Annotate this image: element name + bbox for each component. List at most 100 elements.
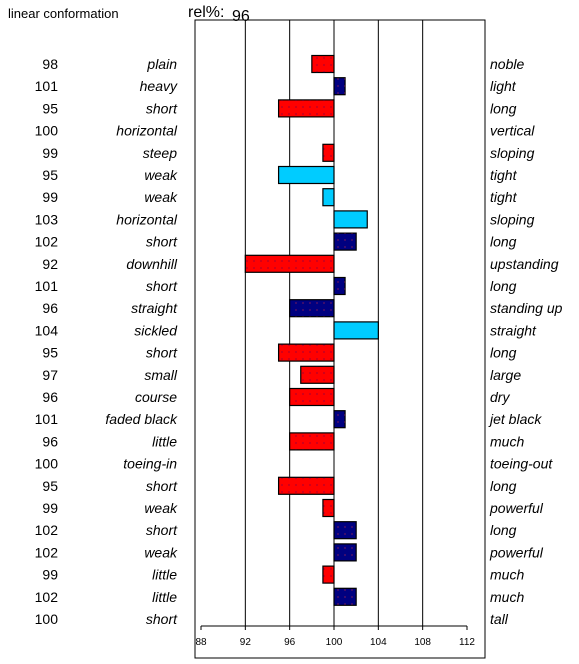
trait-bar-texture <box>322 144 334 162</box>
plot-frame <box>194 19 486 659</box>
trait-bar-texture <box>322 499 334 517</box>
trait-value: 102 <box>35 589 59 605</box>
x-tick-label: 112 <box>459 637 475 648</box>
trait-value: 101 <box>35 78 59 94</box>
trait-value: 100 <box>35 123 59 139</box>
trait-left-label: short <box>146 234 178 250</box>
trait-value: 101 <box>35 411 59 427</box>
trait-value: 104 <box>35 322 59 338</box>
trait-value: 103 <box>35 211 59 227</box>
trait-value: 95 <box>42 478 58 494</box>
trait-left-label: faded black <box>105 411 178 427</box>
trait-bar-texture <box>334 521 357 539</box>
trait-value: 99 <box>42 189 58 205</box>
trait-value: 100 <box>35 456 59 472</box>
x-tick-label: 108 <box>414 637 431 648</box>
trait-left-label: short <box>146 478 178 494</box>
trait-left-label: sickled <box>134 322 178 338</box>
trait-right-label: tall <box>490 611 509 627</box>
trait-right-label: sloping <box>490 211 535 227</box>
trait-right-label: dry <box>490 389 510 405</box>
trait-right-label: light <box>490 78 517 94</box>
trait-right-label: tight <box>490 189 518 205</box>
trait-left-label: short <box>146 278 178 294</box>
trait-bar-texture <box>334 277 346 295</box>
trait-bar-texture <box>278 99 334 117</box>
trait-bar <box>333 321 379 340</box>
trait-left-label: weak <box>144 167 178 183</box>
trait-left-label: plain <box>146 56 177 72</box>
trait-left-label: heavy <box>140 78 178 94</box>
trait-left-label: short <box>146 100 178 116</box>
trait-value: 96 <box>42 300 58 316</box>
trait-bar-texture <box>289 388 334 406</box>
trait-right-label: straight <box>490 322 537 338</box>
trait-bar-texture <box>300 366 334 384</box>
trait-value: 96 <box>42 389 58 405</box>
trait-value: 100 <box>35 611 59 627</box>
trait-bar-texture <box>278 344 334 362</box>
trait-left-label: downhill <box>126 256 177 272</box>
trait-bar-texture <box>334 77 346 95</box>
trait-left-label: little <box>152 433 177 449</box>
trait-bar-texture <box>245 255 334 273</box>
trait-left-label: weak <box>144 544 178 560</box>
trait-right-label: tight <box>490 167 518 183</box>
trait-left-label: weak <box>144 500 178 516</box>
trait-value: 102 <box>35 544 59 560</box>
trait-left-label: short <box>146 345 178 361</box>
trait-left-label: toeing-in <box>123 456 177 472</box>
trait-left-label: small <box>144 367 178 383</box>
trait-right-label: powerful <box>489 500 544 516</box>
chart-title: linear conformation <box>8 6 119 21</box>
trait-value: 92 <box>42 256 58 272</box>
trait-right-label: sloping <box>490 145 535 161</box>
trait-right-label: much <box>490 567 524 583</box>
trait-right-label: large <box>490 367 521 383</box>
trait-left-label: steep <box>143 145 177 161</box>
trait-value: 95 <box>42 167 58 183</box>
trait-right-label: powerful <box>489 544 544 560</box>
trait-value: 97 <box>42 367 58 383</box>
trait-left-label: horizontal <box>116 123 178 139</box>
trait-bar-texture <box>278 477 334 495</box>
trait-value: 96 <box>42 433 58 449</box>
x-tick-label: 96 <box>284 637 296 648</box>
trait-bar-texture <box>334 588 357 606</box>
trait-right-label: long <box>490 478 517 494</box>
trait-right-label: vertical <box>490 123 535 139</box>
trait-right-label: much <box>490 433 524 449</box>
trait-value: 102 <box>35 234 59 250</box>
trait-left-label: short <box>146 522 178 538</box>
trait-left-label: horizontal <box>116 211 178 227</box>
trait-right-label: long <box>490 345 517 361</box>
trait-value: 95 <box>42 345 58 361</box>
trait-bar-texture <box>334 543 357 561</box>
rel-label: rel%: <box>188 4 225 21</box>
trait-value: 99 <box>42 145 58 161</box>
trait-value: 102 <box>35 522 59 538</box>
trait-right-label: toeing-out <box>490 456 553 472</box>
trait-bar-texture <box>289 432 334 450</box>
trait-bar-texture <box>322 566 334 584</box>
trait-bar <box>322 188 335 207</box>
trait-bar-texture <box>311 55 334 73</box>
trait-right-label: long <box>490 100 517 116</box>
trait-left-label: little <box>152 567 177 583</box>
trait-value: 99 <box>42 567 58 583</box>
trait-right-label: standing up <box>490 300 563 316</box>
trait-bar-texture <box>289 299 334 317</box>
trait-bar <box>277 165 335 185</box>
trait-left-label: weak <box>144 189 178 205</box>
trait-value: 101 <box>35 278 59 294</box>
trait-bar <box>333 210 368 229</box>
x-tick-label: 88 <box>195 637 207 648</box>
trait-left-label: straight <box>131 300 178 316</box>
trait-left-label: short <box>146 611 178 627</box>
trait-value: 95 <box>42 100 58 116</box>
trait-bar-texture <box>334 410 346 428</box>
x-tick-label: 104 <box>370 637 387 648</box>
trait-value: 99 <box>42 500 58 516</box>
trait-left-label: little <box>152 589 177 605</box>
